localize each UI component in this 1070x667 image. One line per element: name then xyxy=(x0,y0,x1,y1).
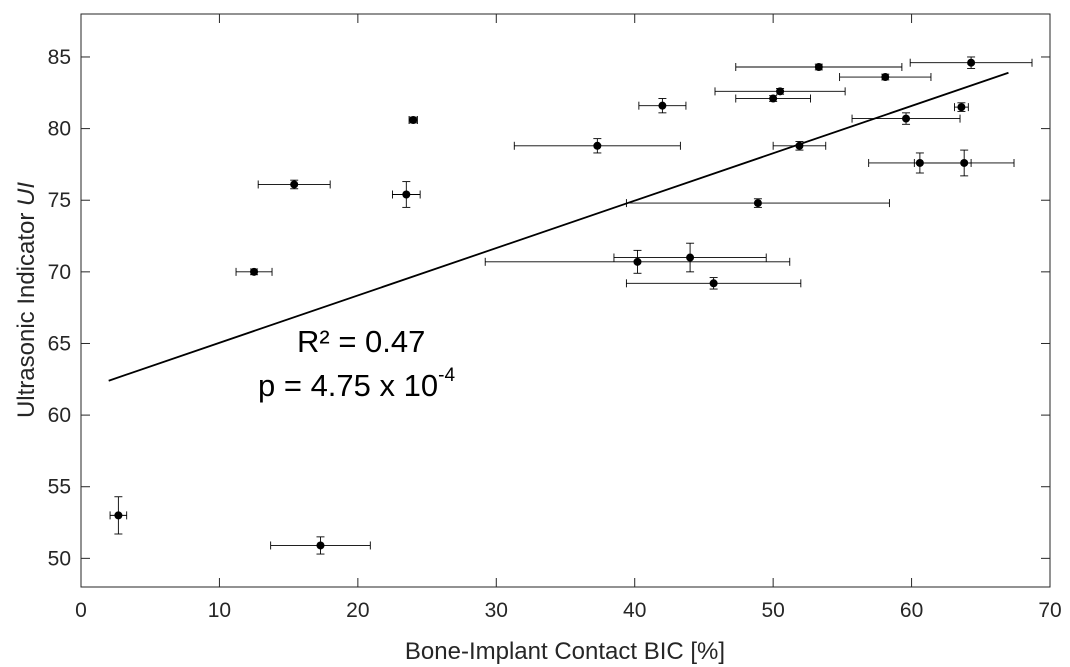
x-tick-label: 50 xyxy=(761,599,784,622)
data-point xyxy=(513,138,681,154)
point-marker xyxy=(114,511,123,520)
y-tick-label: 70 xyxy=(48,261,71,284)
data-point xyxy=(613,242,767,273)
data-point xyxy=(772,141,827,151)
x-tick-label: 10 xyxy=(208,599,231,622)
data-point xyxy=(913,149,1015,177)
data-point xyxy=(484,249,791,274)
point-marker xyxy=(902,114,911,123)
point-marker xyxy=(967,58,976,67)
p-value-annotation: p = 4.75 x 10-4 xyxy=(258,365,455,403)
point-marker xyxy=(250,267,259,276)
data-point xyxy=(392,181,421,208)
regression-line-group xyxy=(108,71,1009,382)
point-marker xyxy=(658,101,667,110)
r-squared-annotation: R² = 0.47 xyxy=(297,324,425,359)
data-point xyxy=(257,179,331,190)
x-tick-label: 30 xyxy=(485,599,508,622)
y-tick-label: 80 xyxy=(48,118,71,141)
plot-area xyxy=(80,13,1051,588)
point-marker xyxy=(290,180,299,189)
y-tick-label: 55 xyxy=(48,476,71,499)
point-marker xyxy=(881,73,890,82)
y-axis-title-text: Ultrasonic Indicator xyxy=(13,206,40,418)
data-point xyxy=(638,98,687,114)
data-point xyxy=(714,87,846,96)
point-marker xyxy=(709,279,718,288)
x-tick-label: 20 xyxy=(346,599,369,622)
data-point xyxy=(235,267,273,276)
point-marker xyxy=(316,541,325,550)
regression-line xyxy=(108,71,1009,382)
data-point xyxy=(735,94,811,103)
data-point xyxy=(954,102,969,112)
point-marker xyxy=(776,87,785,96)
point-marker xyxy=(593,141,602,150)
data-point xyxy=(839,73,932,82)
data-point xyxy=(109,496,128,535)
p-value-exponent: -4 xyxy=(438,365,455,386)
point-marker xyxy=(957,103,966,112)
data-points xyxy=(109,56,1033,555)
point-marker xyxy=(409,116,418,125)
point-marker xyxy=(960,158,969,167)
x-tick-label: 0 xyxy=(75,599,87,622)
y-tick-label: 65 xyxy=(48,332,71,355)
point-marker xyxy=(753,199,762,208)
x-tick-label: 40 xyxy=(623,599,646,622)
x-axis: 0 10 20 30 40 50 60 70 xyxy=(75,14,1062,622)
point-marker xyxy=(814,63,823,72)
data-point xyxy=(408,116,418,125)
data-point xyxy=(625,198,890,208)
point-marker xyxy=(633,257,642,266)
y-axis: 50 55 60 65 70 75 80 85 xyxy=(48,46,1050,570)
x-tick-label: 70 xyxy=(1038,599,1061,622)
data-point xyxy=(735,63,903,72)
y-axis-title: Ultrasonic Indicator UI xyxy=(13,182,40,418)
point-marker xyxy=(795,141,804,150)
y-tick-label: 75 xyxy=(48,189,71,212)
point-marker xyxy=(769,94,778,103)
data-point xyxy=(625,277,802,290)
p-value-text: p = 4.75 x 10 xyxy=(258,368,438,403)
x-tick-label: 60 xyxy=(900,599,923,622)
x-axis-title: Bone-Implant Contact BIC [%] xyxy=(405,638,725,665)
data-point xyxy=(270,536,371,555)
point-marker xyxy=(402,190,411,199)
point-marker xyxy=(686,253,695,262)
y-axis-title-italic: UI xyxy=(13,182,40,206)
y-tick-label: 60 xyxy=(48,404,71,427)
y-tick-label: 85 xyxy=(48,46,71,69)
y-tick-label: 50 xyxy=(48,547,71,570)
data-point xyxy=(851,112,961,125)
data-point xyxy=(909,56,1033,69)
